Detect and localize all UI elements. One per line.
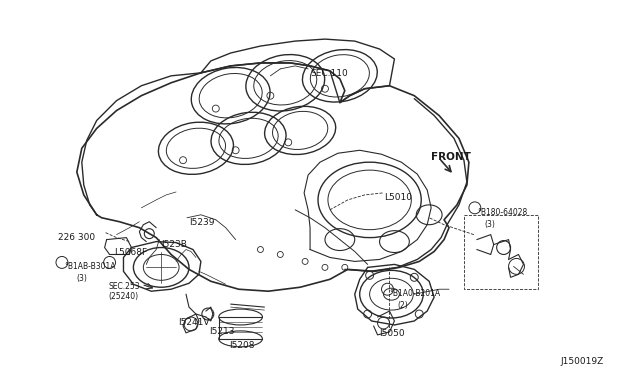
Text: I5241V: I5241V bbox=[178, 318, 209, 327]
Text: SEC.110: SEC.110 bbox=[310, 69, 348, 78]
Text: (3): (3) bbox=[484, 220, 495, 229]
Text: J150019Z: J150019Z bbox=[560, 357, 604, 366]
Text: 226 300: 226 300 bbox=[58, 232, 95, 242]
Text: SEC.253: SEC.253 bbox=[109, 282, 140, 291]
Text: (3): (3) bbox=[77, 274, 88, 283]
Text: I5239: I5239 bbox=[189, 218, 214, 227]
Text: FRONT: FRONT bbox=[431, 152, 471, 162]
Text: °B1A0-B201A: °B1A0-B201A bbox=[390, 289, 440, 298]
Text: (2): (2) bbox=[397, 301, 408, 310]
Text: I5213: I5213 bbox=[209, 327, 234, 336]
Text: I523B: I523B bbox=[161, 240, 187, 248]
Text: (25240): (25240) bbox=[109, 292, 139, 301]
Bar bbox=[464, 215, 538, 289]
Text: L5010: L5010 bbox=[385, 193, 413, 202]
Text: L5068F: L5068F bbox=[115, 247, 148, 257]
Text: I5050: I5050 bbox=[380, 329, 405, 338]
Text: °B180-64028: °B180-64028 bbox=[477, 208, 527, 217]
Text: I5208: I5208 bbox=[228, 341, 254, 350]
Text: °B1AB-B301A: °B1AB-B301A bbox=[64, 262, 115, 272]
